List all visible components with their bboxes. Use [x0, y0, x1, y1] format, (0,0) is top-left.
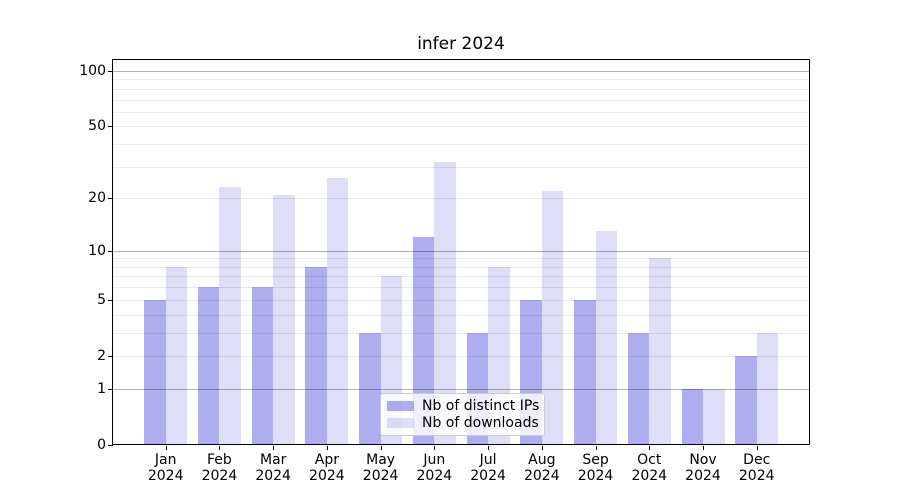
gridline-20	[113, 198, 809, 200]
x-tick-mark-Feb	[219, 446, 220, 450]
bar-ips-Dec	[735, 355, 757, 444]
x-tick-label-Sep: Sep 2024	[577, 452, 614, 484]
y-tick-mark-2	[108, 356, 113, 357]
y-tick-label-100: 100	[79, 62, 106, 79]
gridline-8	[113, 266, 809, 268]
downloads-swatch-icon	[387, 418, 414, 429]
bar-ips-Jun	[412, 237, 435, 444]
x-tick-mark-May	[381, 446, 382, 450]
legend-item-distinct-ips: Nb of distinct IPs	[387, 397, 540, 414]
y-tick-mark-50	[108, 126, 113, 127]
bar-ips-Sep	[574, 299, 596, 444]
bar-ips-Apr	[305, 266, 327, 444]
y-tick-label-0: 0	[97, 437, 106, 453]
bar-ips-Mar	[251, 287, 274, 444]
x-tick-mark-Jan	[166, 446, 167, 450]
gridline-4	[113, 314, 809, 316]
x-tick-mark-Sep	[596, 446, 597, 450]
x-tick-mark-Oct	[649, 446, 650, 450]
x-tick-label-Jun: Jun 2024	[416, 452, 453, 484]
gridline-3	[113, 332, 809, 334]
y-tick-mark-10	[108, 251, 113, 252]
bar-downloads-Oct	[649, 258, 671, 444]
x-tick-label-Jul: Jul 2024	[470, 452, 506, 484]
bar-downloads-Jan	[165, 266, 188, 444]
x-tick-mark-Aug	[542, 446, 543, 450]
gridline-60	[113, 111, 809, 113]
gridline-5	[113, 299, 809, 301]
gridline-30	[113, 166, 809, 168]
bar-downloads-Mar	[273, 194, 295, 444]
x-tick-label-Mar: Mar 2024	[255, 452, 291, 484]
y-tick-label-50: 50	[88, 118, 106, 135]
bar-ips-Jan	[144, 299, 166, 444]
chart-title: infer 2024	[417, 34, 505, 54]
gridline-90	[113, 79, 809, 81]
x-tick-mark-Mar	[273, 446, 274, 450]
x-tick-label-Dec: Dec 2024	[738, 452, 775, 484]
y-tick-label-20: 20	[88, 190, 106, 207]
x-tick-mark-Jul	[488, 446, 489, 450]
x-tick-label-Nov: Nov 2024	[685, 452, 721, 484]
gridline-50	[113, 126, 809, 128]
y-tick-label-1: 1	[97, 380, 106, 397]
gridline-10	[113, 250, 809, 252]
legend-label-downloads: Nb of downloads	[422, 415, 539, 432]
bar-downloads-Jun	[434, 161, 456, 444]
bar-downloads-Nov	[703, 388, 725, 444]
legend-label-distinct-ips: Nb of distinct IPs	[422, 397, 540, 414]
y-tick-label-2: 2	[97, 347, 106, 364]
gridline-7	[113, 276, 809, 278]
y-tick-label-10: 10	[88, 242, 106, 259]
x-tick-label-Jan: Jan 2024	[147, 452, 184, 484]
gridline-40	[113, 144, 809, 146]
bar-ips-Nov	[681, 388, 703, 444]
legend: Nb of distinct IPs Nb of downloads	[380, 393, 545, 436]
gridline-6	[113, 287, 809, 289]
y-tick-label-5: 5	[97, 291, 106, 308]
bar-ips-Feb	[197, 287, 220, 444]
gridline-1	[113, 388, 809, 390]
x-tick-label-Oct: Oct 2024	[631, 452, 668, 484]
x-tick-label-Feb: Feb 2024	[201, 452, 238, 484]
bar-ips-Oct	[627, 332, 650, 444]
x-tick-label-Aug: Aug 2024	[523, 452, 560, 484]
gridline-80	[113, 88, 809, 90]
x-tick-mark-Nov	[703, 446, 704, 450]
distinct-ips-swatch-icon	[387, 400, 414, 411]
y-tick-mark-1	[108, 389, 113, 390]
y-tick-mark-5	[108, 300, 113, 301]
bar-downloads-Apr	[326, 177, 349, 444]
x-tick-mark-Apr	[327, 446, 328, 450]
x-tick-label-Apr: Apr 2024	[309, 452, 345, 484]
y-tick-mark-100	[108, 71, 113, 72]
legend-item-downloads: Nb of downloads	[387, 415, 539, 432]
bar-downloads-Sep	[595, 231, 618, 444]
bar-ips-May	[359, 332, 381, 444]
y-tick-mark-20	[108, 198, 113, 199]
bar-downloads-Feb	[219, 187, 241, 444]
bar-downloads-Aug	[541, 190, 564, 444]
x-tick-mark-Jun	[434, 446, 435, 450]
gridline-2	[113, 355, 809, 357]
x-tick-label-May: May 2024	[362, 452, 399, 484]
gridline-70	[113, 99, 809, 101]
y-tick-mark-0	[108, 445, 113, 446]
bar-downloads-Dec	[756, 332, 779, 444]
plot-area	[112, 59, 810, 445]
gridline-9	[113, 258, 809, 260]
gridline-100	[113, 70, 809, 72]
x-tick-mark-Dec	[757, 446, 758, 450]
